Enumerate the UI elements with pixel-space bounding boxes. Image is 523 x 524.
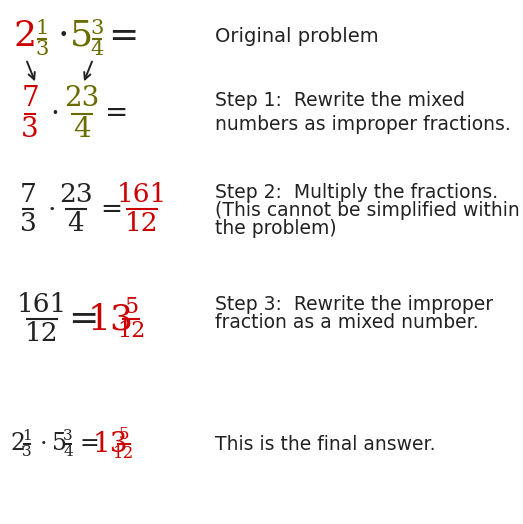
Text: =: = bbox=[105, 101, 128, 127]
Text: numbers as improper fractions.: numbers as improper fractions. bbox=[215, 115, 511, 134]
Text: 13: 13 bbox=[88, 302, 134, 336]
Text: 5: 5 bbox=[52, 432, 67, 455]
Text: ·: · bbox=[58, 19, 70, 53]
Text: ·: · bbox=[40, 432, 48, 455]
Text: 161: 161 bbox=[17, 292, 67, 318]
Text: Step 3:  Rewrite the improper: Step 3: Rewrite the improper bbox=[215, 294, 493, 313]
Text: 4: 4 bbox=[90, 40, 104, 59]
Text: (This cannot be simplified within: (This cannot be simplified within bbox=[215, 201, 520, 220]
Text: 161: 161 bbox=[117, 182, 167, 208]
Text: Step 1:  Rewrite the mixed: Step 1: Rewrite the mixed bbox=[215, 91, 465, 110]
Text: 1: 1 bbox=[36, 19, 49, 38]
Text: fraction as a mixed number.: fraction as a mixed number. bbox=[215, 313, 479, 333]
Text: 12: 12 bbox=[113, 445, 134, 462]
Text: 12: 12 bbox=[25, 321, 59, 345]
Text: =: = bbox=[79, 432, 99, 455]
Text: 3: 3 bbox=[22, 445, 32, 459]
Text: 23: 23 bbox=[64, 85, 99, 112]
Text: 2: 2 bbox=[14, 19, 37, 53]
Text: =: = bbox=[108, 19, 139, 53]
Text: 5: 5 bbox=[119, 426, 129, 443]
Text: 3: 3 bbox=[19, 211, 37, 236]
Text: 23: 23 bbox=[59, 182, 93, 208]
Text: 4: 4 bbox=[63, 445, 73, 459]
Text: 7: 7 bbox=[19, 182, 37, 208]
Text: 3: 3 bbox=[63, 429, 73, 443]
Text: 5: 5 bbox=[124, 296, 138, 318]
Text: 2: 2 bbox=[10, 432, 25, 455]
Text: =: = bbox=[68, 302, 98, 336]
Text: the problem): the problem) bbox=[215, 219, 337, 237]
Text: 5: 5 bbox=[70, 19, 93, 53]
Text: ·: · bbox=[50, 101, 59, 127]
Text: This is the final answer.: This is the final answer. bbox=[215, 434, 436, 453]
Text: 3: 3 bbox=[21, 116, 39, 143]
Text: 4: 4 bbox=[73, 116, 91, 143]
Text: 3: 3 bbox=[36, 40, 49, 59]
Text: =: = bbox=[100, 196, 122, 222]
Text: 7: 7 bbox=[21, 85, 39, 112]
Text: 3: 3 bbox=[90, 19, 104, 38]
Text: ·: · bbox=[47, 196, 55, 222]
Text: 1: 1 bbox=[22, 429, 32, 443]
Text: 13: 13 bbox=[93, 431, 128, 457]
Text: Step 2:  Multiply the fractions.: Step 2: Multiply the fractions. bbox=[215, 182, 498, 202]
Text: 12: 12 bbox=[125, 211, 159, 236]
Text: 12: 12 bbox=[117, 320, 145, 342]
Text: 4: 4 bbox=[67, 211, 84, 236]
Text: Original problem: Original problem bbox=[215, 27, 379, 46]
